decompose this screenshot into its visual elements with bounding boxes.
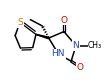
- Polygon shape: [36, 34, 49, 39]
- Text: N: N: [73, 41, 79, 50]
- Text: O: O: [77, 63, 84, 72]
- Text: S: S: [17, 18, 23, 27]
- Text: CH₃: CH₃: [88, 41, 102, 50]
- Text: O: O: [60, 16, 67, 25]
- Text: HN: HN: [52, 50, 65, 58]
